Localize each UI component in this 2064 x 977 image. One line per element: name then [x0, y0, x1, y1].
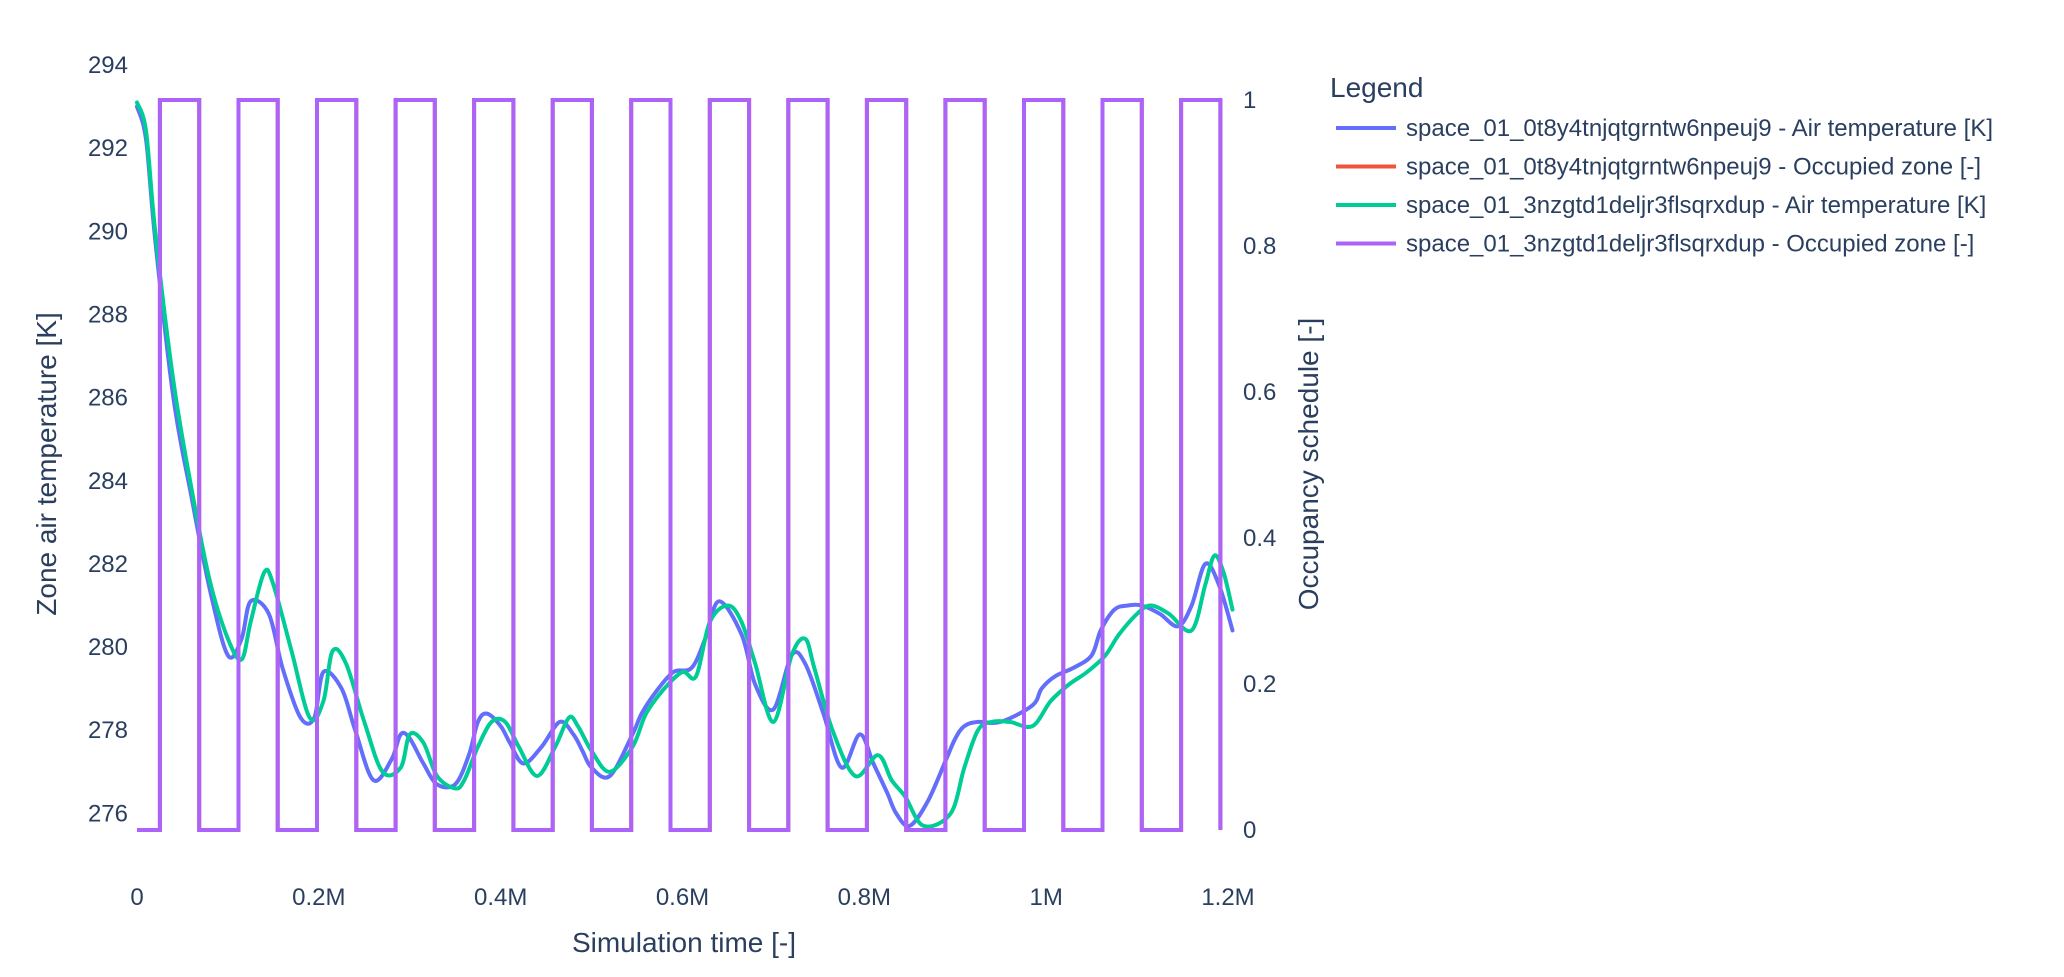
legend-label: space_01_0t8y4tnjqtgrntw6npeuj9 - Occupi… [1406, 154, 1981, 181]
y-tick-label: 288 [88, 301, 128, 328]
y-tick-label: 276 [88, 800, 128, 827]
series-line-temperature-0 [135, 104, 1235, 829]
y-tick-label: 280 [88, 634, 128, 661]
legend-label: space_01_3nzgtd1deljr3flsqrxdup - Occupi… [1406, 231, 1974, 258]
y-tick-label: 286 [88, 385, 128, 412]
y-axis-left: 276 278 280 282 284 286 288 290 292 294 [88, 52, 128, 827]
legend-title: Legend [1330, 72, 1423, 103]
legend-label: space_01_0t8y4tnjqtgrntw6npeuj9 - Air te… [1406, 115, 1993, 142]
y2-tick-label: 1 [1243, 87, 1256, 114]
x-tick-label: 0 [130, 884, 143, 911]
series-line-temperature-2 [135, 100, 1235, 829]
y-tick-label: 282 [88, 551, 128, 578]
y2-tick-label: 0.6 [1243, 379, 1276, 406]
x-tick-label: 0.8M [838, 884, 891, 911]
plot-area [135, 98, 1235, 832]
x-axis: 0 0.2M 0.4M 0.6M 0.8M 1M 1.2M [130, 884, 1254, 911]
y-axis-title: Zone air temperature [K] [31, 312, 62, 615]
series-line-occupancy-1 [137, 98, 1223, 832]
y2-tick-label: 0.4 [1243, 525, 1276, 552]
y2-axis-title: Occupancy schedule [-] [1293, 318, 1324, 611]
x-tick-label: 1M [1029, 884, 1062, 911]
y2-tick-label: 0.2 [1243, 671, 1276, 698]
y-tick-label: 290 [88, 218, 128, 245]
series-line-occupancy-3 [137, 98, 1223, 832]
legend: Legend space_01_0t8y4tnjqtgrntw6npeuj9 -… [1330, 72, 1993, 258]
y-tick-label: 292 [88, 135, 128, 162]
legend-label: space_01_3nzgtd1deljr3flsqrxdup - Air te… [1406, 192, 1986, 219]
y-tick-label: 278 [88, 717, 128, 744]
y-tick-label: 294 [88, 52, 128, 79]
x-tick-label: 1.2M [1201, 884, 1254, 911]
y-tick-label: 284 [88, 468, 128, 495]
x-tick-label: 0.6M [656, 884, 709, 911]
x-tick-label: 0.2M [292, 884, 345, 911]
x-axis-title: Simulation time [-] [572, 927, 796, 958]
y2-tick-label: 0.8 [1243, 233, 1276, 260]
y2-tick-label: 0 [1243, 817, 1256, 844]
x-tick-label: 0.4M [474, 884, 527, 911]
y-axis-right: 0 0.2 0.4 0.6 0.8 1 [1243, 87, 1276, 844]
